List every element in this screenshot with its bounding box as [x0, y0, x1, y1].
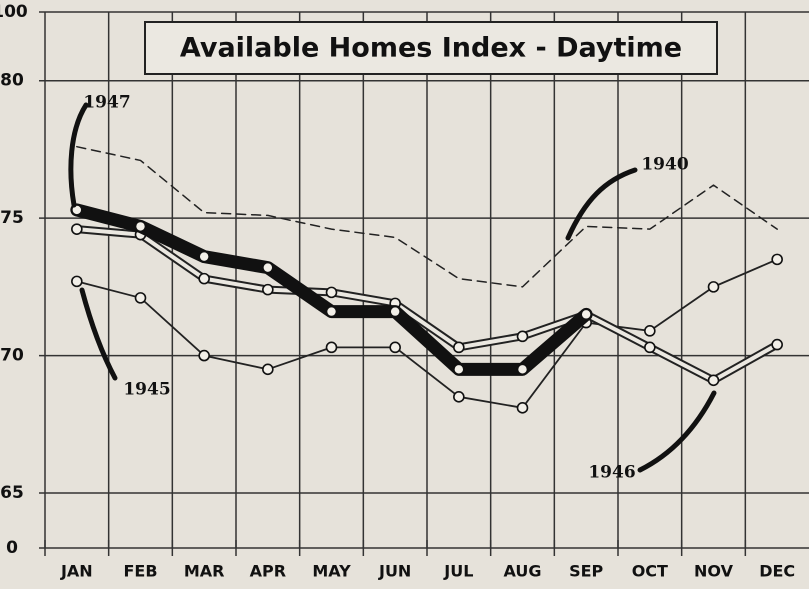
data-point	[389, 341, 401, 354]
y-tick-label: 70	[0, 346, 24, 366]
data-point	[325, 305, 338, 318]
chart-title: Available Homes Index - Daytime	[180, 33, 682, 64]
data-point	[262, 283, 274, 296]
data-point	[771, 253, 783, 266]
data-point	[134, 220, 147, 233]
x-tick-label: AUG	[503, 562, 541, 581]
data-point	[198, 250, 210, 263]
title-box	[144, 21, 718, 75]
data-point	[580, 308, 592, 321]
data-point	[71, 223, 83, 235]
axis-break-label: 100	[0, 2, 28, 22]
data-point	[453, 341, 465, 354]
y-tick-label: 75	[0, 208, 24, 228]
data-point	[325, 341, 338, 354]
data-point	[516, 402, 529, 414]
data-point	[707, 281, 720, 293]
series-line-inner	[74, 227, 780, 383]
x-tick-label: FEB	[123, 562, 157, 581]
pointer-arrow	[68, 102, 89, 208]
x-tick-label: SEP	[569, 562, 603, 581]
data-point	[644, 325, 656, 337]
series-label: 1945	[123, 380, 170, 400]
pointer-arrow	[637, 390, 717, 473]
pointer-arrow	[565, 167, 638, 241]
data-point	[707, 374, 720, 387]
x-tick-label: JUL	[443, 562, 473, 581]
data-point	[134, 292, 147, 304]
x-tick-label: NOV	[694, 562, 734, 581]
x-tick-label: JAN	[60, 562, 93, 581]
series-line	[75, 258, 779, 409]
series-label: 1940	[641, 155, 688, 175]
data-point	[198, 272, 210, 285]
pointer-arrow	[79, 287, 118, 381]
data-point	[389, 305, 401, 318]
data-point	[516, 330, 529, 343]
x-tick-label: DEC	[759, 562, 795, 581]
data-point	[516, 363, 529, 376]
data-point	[453, 391, 465, 403]
data-point	[325, 286, 338, 299]
data-point	[262, 363, 274, 376]
data-point	[771, 338, 783, 351]
x-tick-label: JUN	[378, 562, 411, 581]
data-point	[644, 341, 656, 354]
data-point	[198, 349, 210, 362]
x-tick-label: MAR	[184, 562, 225, 581]
y-tick-label: 65	[0, 483, 24, 503]
x-tick-label: MAY	[312, 562, 351, 581]
data-point	[262, 261, 274, 274]
series-line	[76, 145, 778, 288]
data-point	[71, 275, 83, 288]
series-label: 1946	[588, 463, 635, 483]
y-tick-label: 80	[0, 71, 24, 91]
axis-break-label: 0	[6, 538, 18, 558]
x-tick-label: OCT	[632, 562, 668, 581]
series-label: 1947	[83, 93, 130, 113]
x-tick-label: APR	[250, 562, 286, 581]
data-point	[453, 363, 465, 376]
